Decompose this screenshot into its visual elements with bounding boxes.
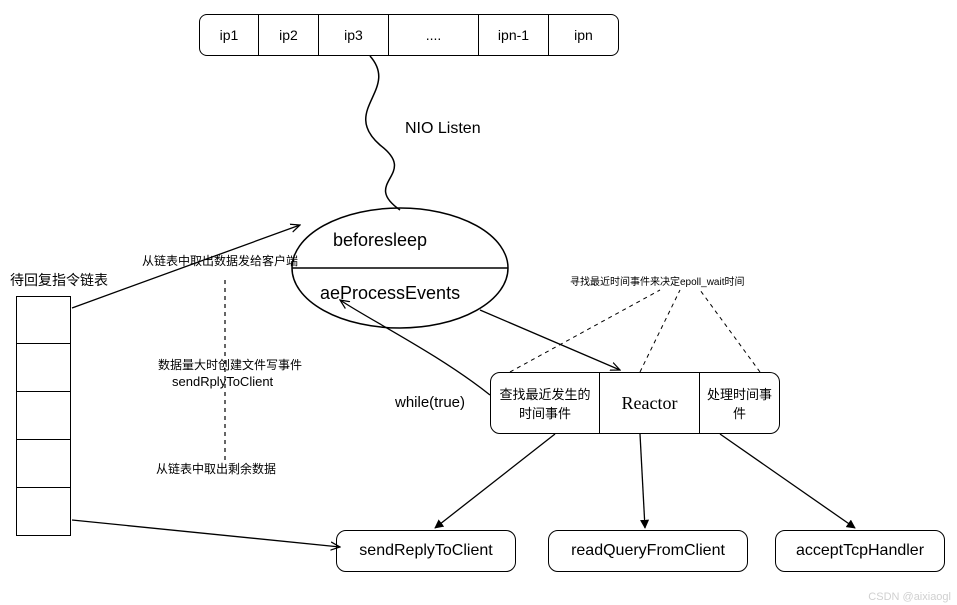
send-reply-box: sendReplyToClient [336,530,516,572]
reactor-side-cell: 查找最近发生的时间事件 [490,372,600,434]
watermark: CSDN @aixiaogl [868,591,951,603]
list-cell [16,488,71,536]
while-true-label: while(true) [395,394,465,411]
ip-cell: ip1 [199,14,259,56]
anno-epoll: 寻找最近时间事件来决定epoll_wait时间 [570,273,744,288]
ip-cell: ip2 [259,14,319,56]
ip-cell: .... [389,14,479,56]
ip-cell: ipn-1 [479,14,549,56]
beforesleep-label: beforesleep [333,230,427,251]
anno-send-to-client: 从链表中取出数据发给客户端 [140,252,300,269]
list-cell [16,392,71,440]
ip-cell: ip3 [319,14,389,56]
anno-sendrply: sendRplyToClient [172,374,273,389]
anno-remaining: 从链表中取出剩余数据 [156,460,276,477]
list-cell [16,296,71,344]
nio-listen-label: NIO Listen [405,120,481,138]
accept-tcp-box: acceptTcpHandler [775,530,945,572]
anno-big-data: 数据量大时创建文件写事件 [140,356,320,373]
reactor-box: 查找最近发生的时间事件Reactor处理时间事件 [490,372,780,434]
diagram-edges [0,0,957,605]
pending-reply-list-title: 待回复指令链表 [10,270,108,290]
list-cell [16,344,71,392]
pending-reply-list [16,296,71,536]
ip-cell: ipn [549,14,619,56]
read-query-box: readQueryFromClient [548,530,748,572]
reactor-cell: Reactor [600,372,700,434]
ip-list-row: ip1ip2ip3....ipn-1ipn [199,14,619,56]
list-cell [16,440,71,488]
reactor-side-cell: 处理时间事件 [700,372,780,434]
aeprocessevents-label: aeProcessEvents [320,283,460,304]
